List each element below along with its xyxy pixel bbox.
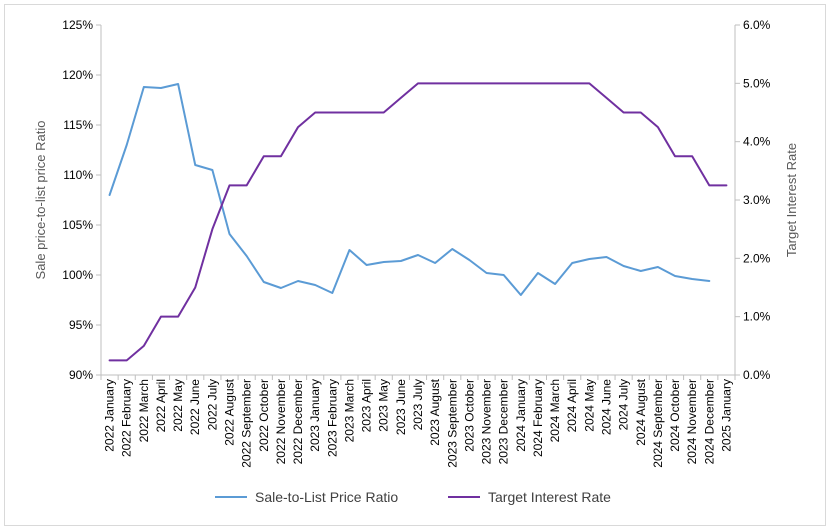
x-tick-label: 2023 March [342,379,356,442]
right-axis-ticks: 0.0% 1.0% 2.0% 3.0% 4.0% 5.0% 6.0% [735,18,771,382]
x-tick-label: 2024 December [702,379,716,464]
x-tick-label: 2022 January [103,379,117,452]
left-tick-label: 95% [69,318,93,332]
x-tick-label: 2023 October [462,379,476,452]
axes [100,25,736,376]
left-tick-label: 100% [62,268,93,282]
x-tick-label: 2022 May [171,379,185,432]
x-tick-label: 2024 March [548,379,562,442]
series-line-target-interest-rate [108,82,728,362]
x-tick-label: 2024 February [531,379,545,457]
legend-label-ratio: Sale-to-List Price Ratio [255,489,398,505]
right-tick-label: 5.0% [743,76,771,90]
x-tick-label: 2024 July [617,379,631,430]
left-tick-label: 110% [63,168,93,182]
left-axis-ticks: 90% 95% 100% 105% 110% 115% 120% 125% [62,18,101,382]
x-tick-label: 2022 February [120,379,134,457]
legend-label-rate: Target Interest Rate [488,489,611,505]
x-tick-label: 2023 January [308,379,322,452]
x-tick-label: 2024 April [565,379,579,432]
series [108,82,728,362]
legend: Sale-to-List Price Ratio Target Interest… [215,489,611,505]
x-tick-label: 2025 January [719,379,733,452]
right-tick-label: 3.0% [743,193,771,207]
x-tick-label: 2023 February [325,379,339,457]
x-tick-label: 2024 January [514,379,528,452]
right-tick-label: 1.0% [743,310,771,324]
left-axis-title: Sale price-to-list price Ratio [33,121,48,280]
x-tick-label: 2022 September [240,379,254,468]
x-tick-label: 2023 September [445,379,459,468]
series-line-sale-to-list-ratio [108,83,711,296]
x-tick-label: 2022 August [223,378,237,445]
right-tick-label: 4.0% [743,135,771,149]
left-tick-label: 90% [69,368,93,382]
x-tick-label: 2024 August [634,378,648,445]
x-tick-label: 2022 July [205,379,219,430]
x-axis-ticks: 2022 January 2022 February 2022 March 2022 … [100,375,736,468]
x-tick-label: 2022 November [274,379,288,464]
x-tick-label: 2024 May [582,379,596,432]
left-tick-label: 120% [62,68,93,82]
x-tick-label: 2023 July [411,379,425,430]
x-tick-label: 2023 June [394,379,408,435]
left-tick-label: 125% [62,18,93,32]
right-tick-label: 2.0% [743,251,771,265]
x-tick-label: 2023 August [428,378,442,445]
x-tick-label: 2023 May [377,379,391,432]
x-tick-label: 2024 September [651,379,665,468]
x-tick-label: 2023 April [360,379,374,432]
x-tick-label: 2024 November [685,379,699,464]
x-tick-label: 2024 June [599,379,613,435]
x-tick-label: 2023 November [480,379,494,464]
x-tick-label: 2022 March [137,379,151,442]
x-tick-label: 2024 October [668,379,682,452]
chart-frame [4,4,826,526]
right-tick-label: 0.0% [743,368,771,382]
x-tick-label: 2022 April [154,379,168,432]
x-tick-label: 2022 December [291,379,305,464]
left-tick-label: 115% [63,118,93,132]
right-tick-label: 6.0% [743,18,771,32]
x-tick-label: 2023 December [497,379,511,464]
x-tick-label: 2022 October [257,379,271,452]
left-tick-label: 105% [62,218,93,232]
right-axis-title: Target Interest Rate [784,143,799,257]
x-tick-label: 2022 June [188,379,202,435]
